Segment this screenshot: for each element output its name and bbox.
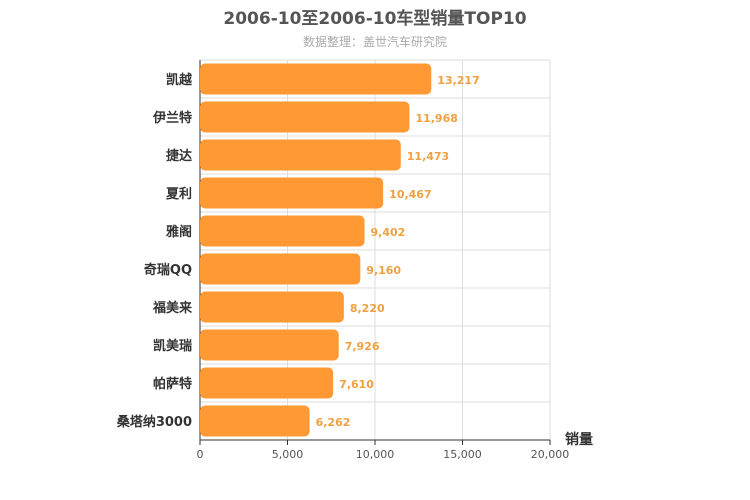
category-label: 凯美瑞 xyxy=(153,338,192,354)
category-label: 桑塔纳3000 xyxy=(116,414,192,430)
bar xyxy=(200,101,410,133)
data-label: 6,262 xyxy=(316,416,351,429)
category-label: 夏利 xyxy=(165,186,192,202)
data-label: 9,402 xyxy=(371,226,406,239)
bar xyxy=(200,63,432,95)
data-label: 11,968 xyxy=(415,112,457,125)
chart-title: 2006-10至2006-10车型销量TOP10 xyxy=(223,9,527,29)
bar xyxy=(200,291,344,323)
x-tick-label: 10,000 xyxy=(356,448,395,461)
bar xyxy=(200,329,339,361)
x-axis-title: 销量 xyxy=(565,431,593,448)
category-label: 伊兰特 xyxy=(152,110,192,126)
data-label: 7,926 xyxy=(345,340,380,353)
category-label: 雅阁 xyxy=(166,224,192,240)
x-tick-label: 20,000 xyxy=(531,448,570,461)
data-label: 11,473 xyxy=(407,150,449,163)
category-label: 帕萨特 xyxy=(153,376,192,392)
category-label: 凯越 xyxy=(166,72,193,88)
bar xyxy=(200,405,310,437)
data-label: 9,160 xyxy=(366,264,401,277)
data-label: 13,217 xyxy=(437,74,479,87)
data-label: 8,220 xyxy=(350,302,385,315)
x-tick-label: 15,000 xyxy=(443,448,482,461)
bar xyxy=(200,139,401,171)
data-label: 10,467 xyxy=(389,188,431,201)
category-label: 捷达 xyxy=(166,148,192,164)
bar xyxy=(200,177,384,209)
x-tick-label: 5,000 xyxy=(272,448,304,461)
x-tick-label: 0 xyxy=(197,448,204,461)
category-label: 奇瑞QQ xyxy=(144,262,192,278)
data-label: 7,610 xyxy=(339,378,374,391)
bar xyxy=(200,253,361,285)
category-label: 福美来 xyxy=(152,300,193,316)
chart-subtitle: 数据整理：盖世汽车研究院 xyxy=(302,35,447,49)
bar xyxy=(200,367,334,399)
bar xyxy=(200,215,365,247)
